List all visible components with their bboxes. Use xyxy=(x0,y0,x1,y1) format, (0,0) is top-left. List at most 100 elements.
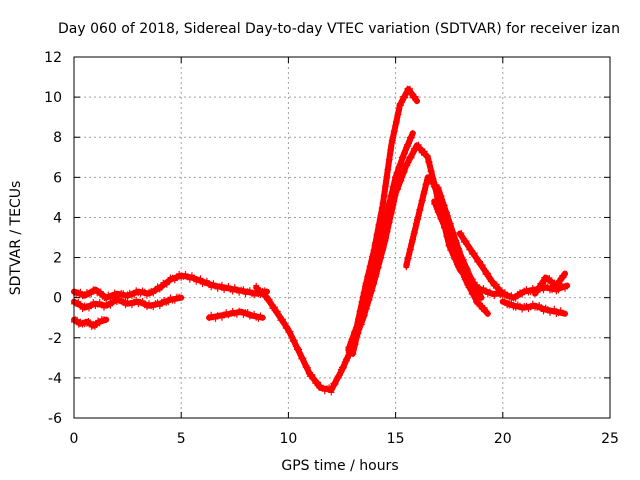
data-point xyxy=(561,270,568,277)
x-tick-label: 15 xyxy=(387,431,405,447)
data-point xyxy=(400,155,407,161)
data-point xyxy=(390,184,397,190)
series-satellite-8 xyxy=(403,174,485,301)
y-tick-label: 8 xyxy=(53,130,62,146)
data-point xyxy=(459,234,466,241)
data-point xyxy=(564,282,571,289)
data-point xyxy=(203,277,210,284)
x-tick-label: 20 xyxy=(494,431,512,447)
data-point xyxy=(540,308,547,315)
data-point xyxy=(424,153,431,159)
data-point xyxy=(96,320,103,327)
data-point xyxy=(435,184,442,191)
data-point xyxy=(469,276,476,283)
data-point xyxy=(165,299,172,306)
data-point xyxy=(468,276,475,283)
data-point xyxy=(402,94,409,101)
y-tick-label: 0 xyxy=(53,291,62,307)
data-point xyxy=(208,284,215,291)
series-satellite-5 xyxy=(253,141,571,396)
data-point xyxy=(143,292,150,299)
data-point xyxy=(480,285,487,291)
data-point xyxy=(464,266,471,273)
data-point xyxy=(278,317,285,323)
data-point xyxy=(439,215,446,222)
data-point xyxy=(471,294,478,301)
data-point xyxy=(402,150,409,157)
data-point xyxy=(493,281,500,288)
data-point xyxy=(429,178,436,185)
data-point xyxy=(167,294,174,301)
data-point xyxy=(405,140,412,147)
data-point xyxy=(101,304,107,311)
data-point xyxy=(379,235,385,242)
data-point xyxy=(467,285,474,292)
data-point xyxy=(501,297,508,304)
data-point xyxy=(314,379,321,386)
data-point xyxy=(191,274,198,281)
data-point xyxy=(485,270,492,277)
data-point xyxy=(276,311,282,318)
data-point xyxy=(405,143,411,150)
data-point xyxy=(281,321,288,328)
data-point xyxy=(406,85,413,92)
series-satellite-6 xyxy=(345,85,421,353)
data-point xyxy=(404,162,411,169)
data-point xyxy=(231,284,238,291)
data-point xyxy=(463,238,470,245)
data-point xyxy=(456,259,463,266)
y-tick-label: 12 xyxy=(44,50,62,66)
data-point xyxy=(469,291,476,298)
data-point xyxy=(549,287,556,294)
y-tick-label: -2 xyxy=(48,331,62,347)
data-point xyxy=(286,329,293,336)
data-point xyxy=(308,372,315,379)
data-point xyxy=(474,284,481,291)
data-point xyxy=(176,270,183,277)
x-tick-label: 5 xyxy=(177,431,186,447)
data-point xyxy=(365,293,372,300)
data-point xyxy=(410,236,417,243)
data-point xyxy=(369,276,376,283)
data-point xyxy=(491,293,498,300)
data-point xyxy=(441,202,448,209)
data-point xyxy=(436,187,443,194)
data-point xyxy=(408,134,415,141)
data-point xyxy=(218,314,225,321)
data-point xyxy=(400,169,407,176)
data-point xyxy=(376,221,383,228)
data-point xyxy=(401,168,408,175)
data-point xyxy=(398,160,405,166)
data-point xyxy=(544,283,551,290)
data-point xyxy=(433,200,439,207)
data-point xyxy=(163,281,170,288)
data-point xyxy=(352,341,359,348)
data-point xyxy=(412,93,419,100)
data-point xyxy=(398,177,405,184)
series-satellite-11 xyxy=(499,297,568,317)
data-point xyxy=(206,315,213,322)
data-point xyxy=(87,319,94,326)
data-point xyxy=(363,300,370,307)
data-point xyxy=(407,246,414,253)
data-point xyxy=(467,245,474,252)
data-point xyxy=(137,290,144,297)
plot-frame xyxy=(73,56,611,419)
data-point xyxy=(389,189,396,196)
data-point xyxy=(414,98,421,105)
data-point xyxy=(381,188,388,195)
data-point xyxy=(462,275,469,282)
data-point xyxy=(457,262,464,269)
data-point xyxy=(300,355,307,362)
series-satellite-7 xyxy=(349,130,416,357)
data-point xyxy=(449,241,456,248)
data-point xyxy=(255,284,261,291)
data-point xyxy=(118,295,125,302)
series-satellite-9 xyxy=(431,198,491,317)
data-point xyxy=(382,183,389,190)
data-point xyxy=(244,309,251,315)
data-point xyxy=(447,221,453,228)
data-point xyxy=(478,294,485,301)
data-point xyxy=(266,296,273,303)
data-point xyxy=(218,281,225,288)
